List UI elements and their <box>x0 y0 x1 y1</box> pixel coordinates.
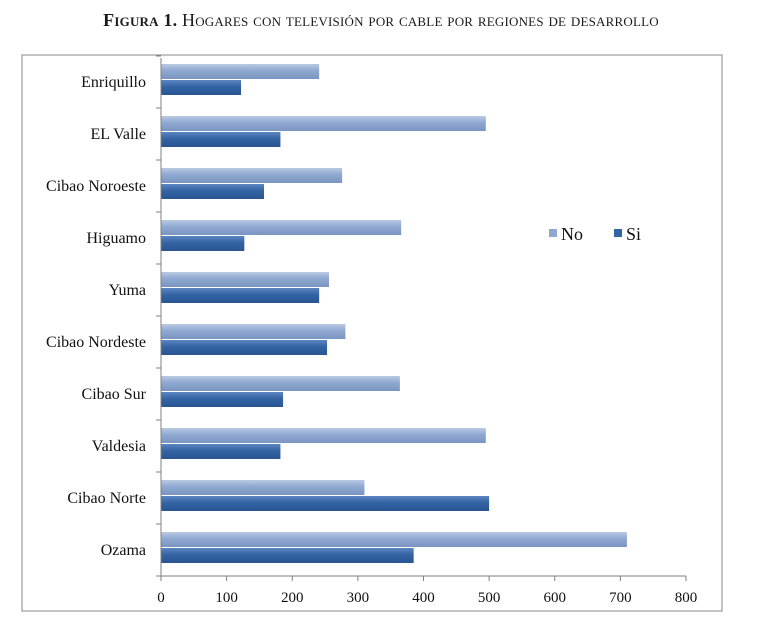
bar-si-valdesia <box>161 444 281 459</box>
category-label-enriquillo: Enriquillo <box>81 74 146 91</box>
bar-no-cibao-sur <box>161 376 400 391</box>
bar-no-cibao-norte <box>161 480 365 495</box>
bar-si-ozama <box>161 548 414 563</box>
bar-no-cibao-noroeste <box>161 168 343 183</box>
figure-title: Hogares con televisión por cable por reg… <box>182 10 659 30</box>
category-label-el-valle: EL Valle <box>90 126 146 143</box>
x-tick-label: 100 <box>215 590 238 606</box>
category-label-yuma: Yuma <box>109 282 146 299</box>
category-label-valdesia: Valdesia <box>92 438 146 455</box>
legend: No Si <box>549 224 641 244</box>
bar-si-yuma <box>161 288 320 303</box>
category-label-cibao-noroeste: Cibao Noroeste <box>46 178 146 195</box>
bar-no-el-valle <box>161 116 486 131</box>
bar-si-el-valle <box>161 132 281 147</box>
figure-label: Figura 1. <box>103 10 178 30</box>
legend-label-no: No <box>561 224 583 244</box>
bar-si-cibao-noroeste <box>161 184 265 199</box>
bar-no-cibao-nordeste <box>161 324 346 339</box>
category-label-cibao-norte: Cibao Norte <box>67 490 146 507</box>
bar-si-cibao-sur <box>161 392 284 407</box>
bar-si-cibao-norte <box>161 496 490 511</box>
bar-no-enriquillo <box>161 64 320 79</box>
x-tick-label: 600 <box>544 590 567 606</box>
bars-group <box>161 64 627 563</box>
category-label-cibao-nordeste: Cibao Nordeste <box>46 334 146 351</box>
x-tick-label: 700 <box>609 590 632 606</box>
x-tick-label: 200 <box>281 590 304 606</box>
bar-si-cibao-nordeste <box>161 340 328 355</box>
bar-no-valdesia <box>161 428 486 443</box>
bar-no-ozama <box>161 532 627 547</box>
category-label-cibao-sur: Cibao Sur <box>82 386 147 403</box>
legend-swatch-no <box>549 229 557 237</box>
legend-label-si: Si <box>626 224 641 244</box>
category-label-higuamo: Higuamo <box>86 230 146 247</box>
chart-title: Figura 1. Hogares con televisión por cab… <box>0 10 762 31</box>
x-tick-label: 0 <box>157 590 165 606</box>
x-tick-label: 400 <box>412 590 435 606</box>
bar-si-enriquillo <box>161 80 242 95</box>
bar-no-yuma <box>161 272 329 287</box>
chart-frame <box>21 54 723 612</box>
bar-si-higuamo <box>161 236 245 251</box>
x-tick-label: 500 <box>478 590 501 606</box>
x-tick-label: 800 <box>675 590 698 606</box>
bar-no-higuamo <box>161 220 402 235</box>
legend-swatch-si <box>614 229 622 237</box>
x-tick-label: 300 <box>347 590 370 606</box>
axes-group: Ozama Cibao Norte Valdesia Cibao Sur Cibao N… <box>46 55 698 606</box>
category-label-ozama: Ozama <box>101 542 146 559</box>
